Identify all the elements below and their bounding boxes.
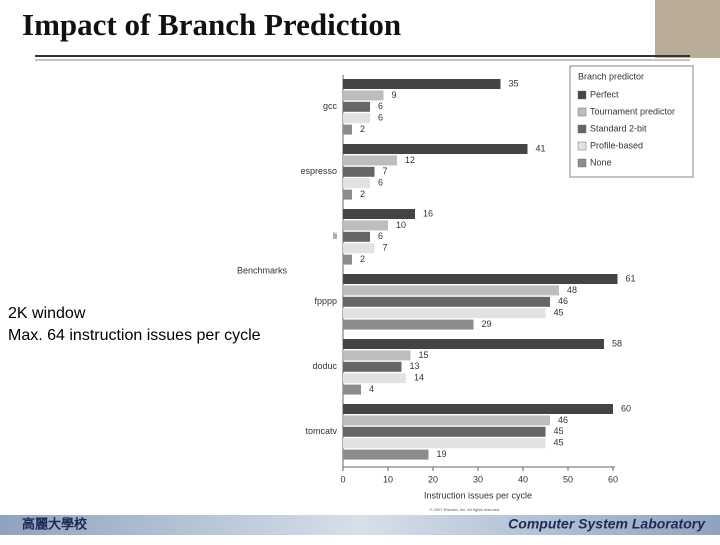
bar: [343, 220, 388, 231]
note: Max. 64 instruction issues per cycle: [8, 327, 261, 344]
y-tick-label: espresso: [300, 166, 337, 176]
bar: [343, 384, 361, 395]
bar: [343, 209, 415, 219]
bar: [343, 415, 550, 426]
bar: [343, 155, 397, 166]
x-tick-label: 20: [428, 474, 438, 484]
y-tick-label: doduc: [312, 361, 337, 371]
value-label: 13: [410, 361, 420, 371]
bar: [343, 124, 352, 135]
legend-title: Branch predictor: [578, 71, 644, 81]
legend-swatch: [577, 124, 587, 134]
bar: [343, 361, 402, 372]
y-axis-label: Benchmarks: [237, 265, 288, 275]
x-tick-label: 30: [473, 474, 483, 484]
bar: [343, 308, 546, 319]
value-label: 46: [558, 415, 568, 425]
bar: [343, 319, 474, 330]
bar: [343, 243, 375, 254]
value-label: 6: [378, 113, 383, 123]
slide-title: Impact of Branch Prediction: [22, 7, 401, 42]
footer-right: Computer System Laboratory: [508, 516, 706, 532]
legend-swatch: [577, 107, 587, 117]
value-label: 7: [383, 243, 388, 253]
bar: [343, 101, 370, 112]
x-tick-label: 50: [563, 474, 573, 484]
value-label: 45: [554, 426, 564, 436]
footer-left: 高麗大學校: [22, 516, 88, 531]
legend-label: Tournament predictor: [590, 106, 675, 116]
chart: 0 10 20 30 40 50 60 Instruction issues per cycl…: [237, 65, 694, 500]
footer-bar: [0, 515, 720, 535]
bar: [343, 144, 528, 154]
legend-label: Profile-based: [590, 140, 643, 150]
x-tick-label: 10: [383, 474, 393, 484]
bar: [343, 254, 352, 265]
bar: [343, 79, 501, 89]
x-tick-label: 40: [518, 474, 528, 484]
bar: [343, 274, 618, 284]
bar: [343, 166, 375, 177]
value-label: 9: [392, 90, 397, 100]
value-label: 29: [482, 319, 492, 329]
bar: [343, 373, 406, 384]
bar: [343, 339, 604, 349]
value-label: 61: [626, 273, 636, 283]
bar: [343, 178, 370, 189]
value-label: 48: [567, 285, 577, 295]
y-tick-label: gcc: [323, 101, 338, 111]
legend-swatch: [577, 90, 587, 100]
value-label: 10: [396, 220, 406, 230]
bar: [343, 350, 411, 361]
x-tick-label: 60: [608, 474, 618, 484]
value-label: 58: [612, 338, 622, 348]
value-label: 6: [378, 178, 383, 188]
bar: [343, 90, 384, 101]
bar: [343, 404, 613, 414]
value-label: 2: [360, 254, 365, 264]
bar: [343, 449, 429, 460]
x-axis-label: Instruction issues per cycle: [424, 490, 532, 500]
bar: [343, 426, 546, 437]
legend-label: None: [590, 157, 612, 167]
value-label: 45: [554, 308, 564, 318]
value-label: 6: [378, 231, 383, 241]
value-label: 4: [369, 384, 374, 394]
value-label: 2: [360, 124, 365, 134]
bar: [343, 113, 370, 124]
value-label: 15: [419, 350, 429, 360]
legend-swatch: [577, 158, 587, 168]
x-tick-label: 0: [340, 474, 345, 484]
legend-swatch: [577, 141, 587, 151]
value-label: 46: [558, 296, 568, 306]
value-label: 16: [423, 208, 433, 218]
value-label: 60: [621, 403, 631, 413]
bar: [343, 189, 352, 200]
value-label: 2: [360, 189, 365, 199]
logo-building: [655, 0, 720, 58]
bar: [343, 296, 550, 307]
value-label: 7: [383, 166, 388, 176]
copyright: © 2007 Elsevier, Inc. All rights reserve…: [430, 507, 501, 512]
value-label: 12: [405, 155, 415, 165]
y-tick-label: fpppp: [314, 296, 337, 306]
legend-label: Perfect: [590, 89, 619, 99]
y-tick-label: li: [333, 231, 337, 241]
bar: [343, 231, 370, 242]
value-label: 41: [536, 143, 546, 153]
legend-box: [569, 65, 694, 178]
legend-label: Standard 2-bit: [590, 123, 647, 133]
bar: [343, 285, 559, 296]
value-label: 6: [378, 101, 383, 111]
y-tick-label: tomcatv: [305, 426, 337, 436]
value-label: 14: [414, 373, 424, 383]
note: 2K window: [8, 305, 86, 322]
value-label: 35: [509, 78, 519, 88]
value-label: 45: [554, 438, 564, 448]
bar: [343, 438, 546, 449]
value-label: 19: [437, 449, 447, 459]
